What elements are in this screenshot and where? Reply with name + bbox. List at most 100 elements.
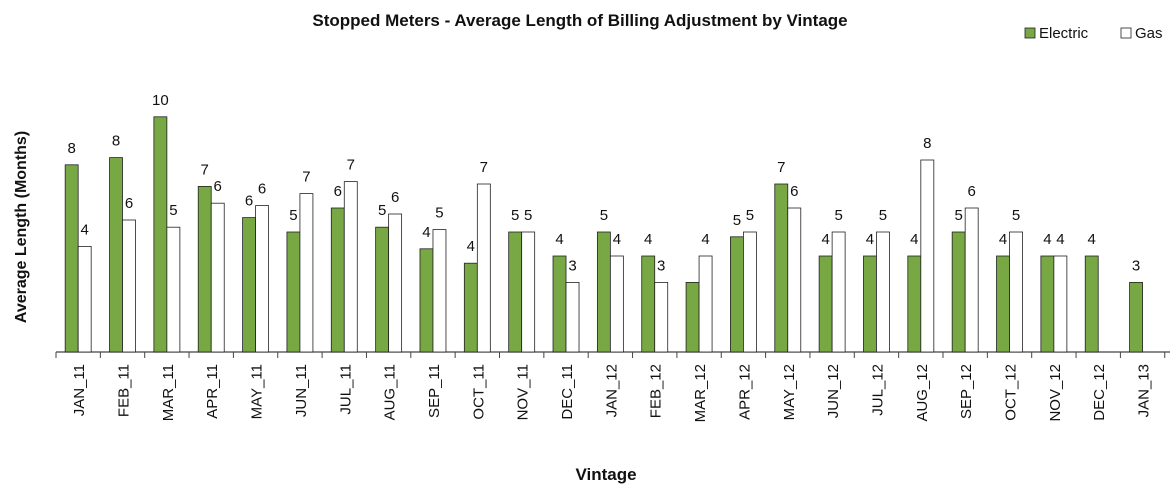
bar <box>787 207 802 353</box>
bar <box>330 207 345 353</box>
data-label: 4 <box>422 224 430 241</box>
data-label: 3 <box>568 257 576 274</box>
legend-swatch <box>1120 27 1132 39</box>
data-label: 4 <box>910 231 918 248</box>
x-tick-label: SEP_12 <box>958 364 975 419</box>
bar <box>1040 255 1055 353</box>
bar <box>730 236 744 353</box>
bar <box>299 193 314 353</box>
bar <box>596 231 611 353</box>
legend-swatch <box>1024 27 1036 39</box>
data-label: 6 <box>334 183 342 200</box>
data-label: 7 <box>480 159 488 176</box>
data-label: 5 <box>600 207 608 224</box>
bar <box>774 183 789 353</box>
bar <box>122 219 136 353</box>
data-label: 4 <box>555 231 563 248</box>
bar <box>255 205 269 353</box>
data-label: 4 <box>999 231 1007 248</box>
bar <box>818 255 833 353</box>
bar <box>1084 255 1099 353</box>
bar <box>64 164 79 353</box>
x-tick-label: DEC_12 <box>1091 364 1108 421</box>
bar <box>863 255 877 353</box>
data-label: 5 <box>289 207 297 224</box>
bar <box>996 255 1010 353</box>
bar <box>153 116 168 353</box>
data-label: 7 <box>302 169 310 186</box>
x-tick-label: JUL_12 <box>869 364 886 416</box>
bar <box>286 231 301 353</box>
x-tick-label: JAN_13 <box>1136 364 1153 417</box>
bar <box>1009 231 1023 353</box>
bar <box>109 157 123 353</box>
data-label: 5 <box>834 207 842 224</box>
x-tick-label: JUN_12 <box>825 364 842 418</box>
data-label: 5 <box>169 202 177 219</box>
data-label: 8 <box>923 135 931 152</box>
data-label: 7 <box>201 161 209 178</box>
bar <box>964 207 979 353</box>
data-label: 5 <box>1012 207 1020 224</box>
data-label: 6 <box>391 189 399 206</box>
legend-label: Gas <box>1135 25 1163 42</box>
x-tick-label: NOV_11 <box>515 364 532 420</box>
bar <box>375 226 390 353</box>
bar <box>166 226 181 353</box>
data-label: 4 <box>81 221 89 238</box>
x-tick-label: OCT_12 <box>1003 364 1020 421</box>
bar <box>552 255 567 353</box>
bar <box>508 231 523 353</box>
x-tick-label: AUG_12 <box>914 364 931 422</box>
bar <box>197 185 212 353</box>
data-label: 5 <box>955 207 963 224</box>
data-label: 4 <box>866 231 874 248</box>
data-label: 5 <box>746 207 754 224</box>
data-label: 7 <box>777 159 785 176</box>
bar <box>343 181 358 353</box>
x-tick-label: MAY_11 <box>249 364 266 419</box>
bar <box>521 231 536 353</box>
data-label: 7 <box>347 157 355 174</box>
data-label: 5 <box>511 207 519 224</box>
data-label: 6 <box>258 181 266 198</box>
data-label: 6 <box>214 178 222 195</box>
data-label: 4 <box>821 231 829 248</box>
bar <box>743 231 757 353</box>
x-tick-label: AUG_11 <box>382 364 399 420</box>
bar <box>242 217 256 353</box>
x-tick-label: JAN_11 <box>71 364 88 416</box>
x-tick-label: NOV_12 <box>1047 364 1064 422</box>
data-label: 4 <box>613 231 621 248</box>
y-axis-label: Average Length (Months) <box>13 131 30 323</box>
bar <box>388 213 403 353</box>
bar <box>565 281 580 353</box>
x-tick-label: APR_12 <box>736 364 753 420</box>
bar <box>419 248 434 353</box>
data-label: 5 <box>524 207 532 224</box>
bar <box>876 231 890 353</box>
data-label: 4 <box>1088 231 1096 248</box>
bar <box>907 255 922 353</box>
data-label: 5 <box>879 207 887 224</box>
data-label: 4 <box>644 231 652 248</box>
bar <box>685 281 700 353</box>
data-label: 10 <box>152 92 169 109</box>
bar <box>463 262 478 353</box>
data-label: 4 <box>467 238 475 255</box>
data-label: 6 <box>125 195 133 212</box>
data-label: 6 <box>968 183 976 200</box>
data-label: 6 <box>790 183 798 200</box>
bar <box>831 231 846 353</box>
bar <box>1129 281 1143 353</box>
chart-title: Stopped Meters - Average Length of Billi… <box>312 11 847 30</box>
x-axis-label: Vintage <box>575 465 636 484</box>
data-label: 4 <box>1056 231 1064 248</box>
bar <box>432 229 447 353</box>
bar <box>210 202 225 353</box>
x-tick-label: FEB_11 <box>116 364 133 417</box>
x-tick-label: MAY_12 <box>781 364 798 420</box>
x-tick-label: MAR_11 <box>160 364 177 421</box>
